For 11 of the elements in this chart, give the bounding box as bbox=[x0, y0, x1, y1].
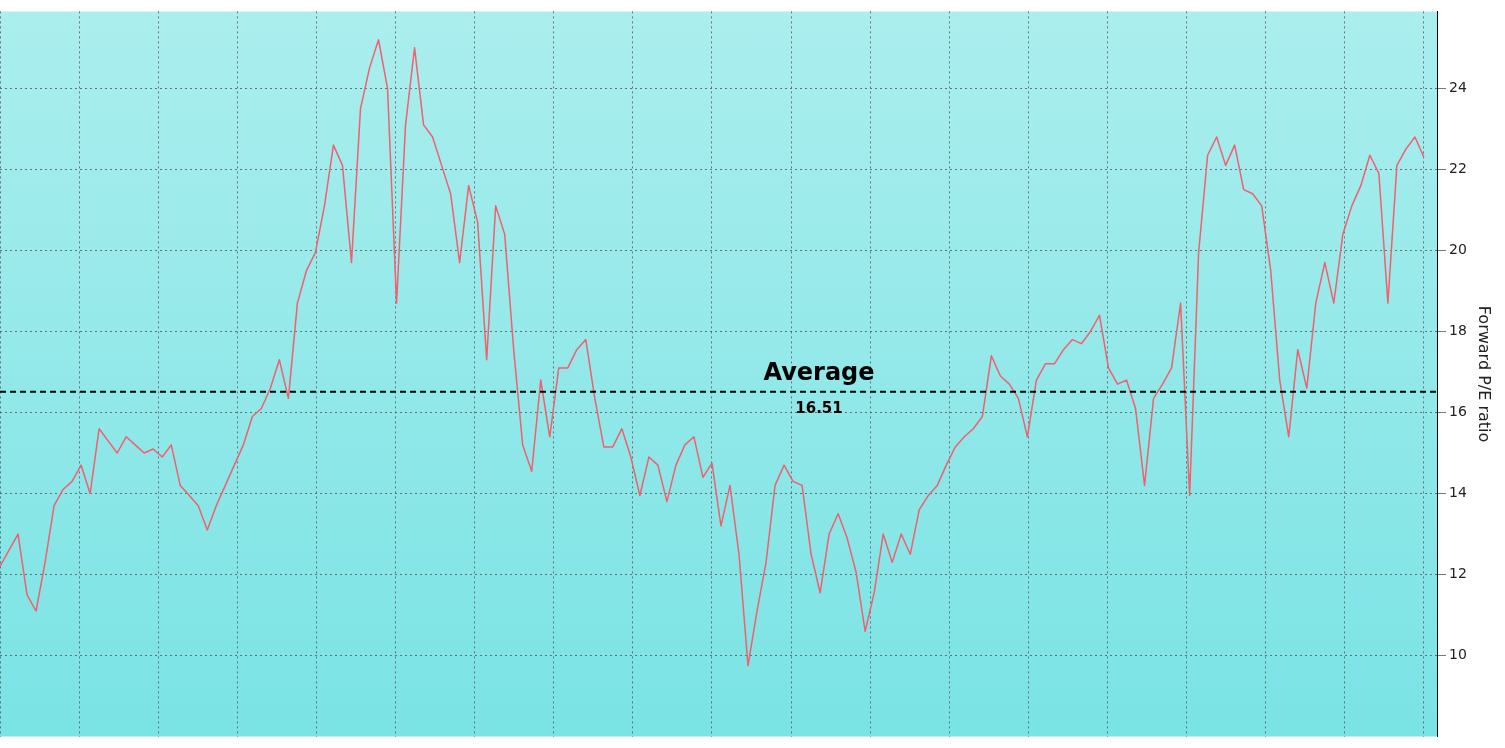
y-tick-label: 12 bbox=[1448, 565, 1467, 582]
y-axis-title: Forward P/E ratio bbox=[1475, 305, 1495, 443]
y-tick-label: 10 bbox=[1448, 646, 1467, 663]
ref-line-label: Average bbox=[763, 358, 875, 387]
y-tick-label: 24 bbox=[1448, 79, 1467, 96]
y-tick-label: 20 bbox=[1448, 241, 1467, 258]
y-tick-label: 22 bbox=[1448, 160, 1467, 177]
y-tick-label: 14 bbox=[1448, 484, 1467, 501]
y-tick-label: 16 bbox=[1448, 403, 1467, 420]
y-tick-label: 18 bbox=[1448, 322, 1467, 339]
annotation: 16.51 bbox=[795, 399, 843, 418]
